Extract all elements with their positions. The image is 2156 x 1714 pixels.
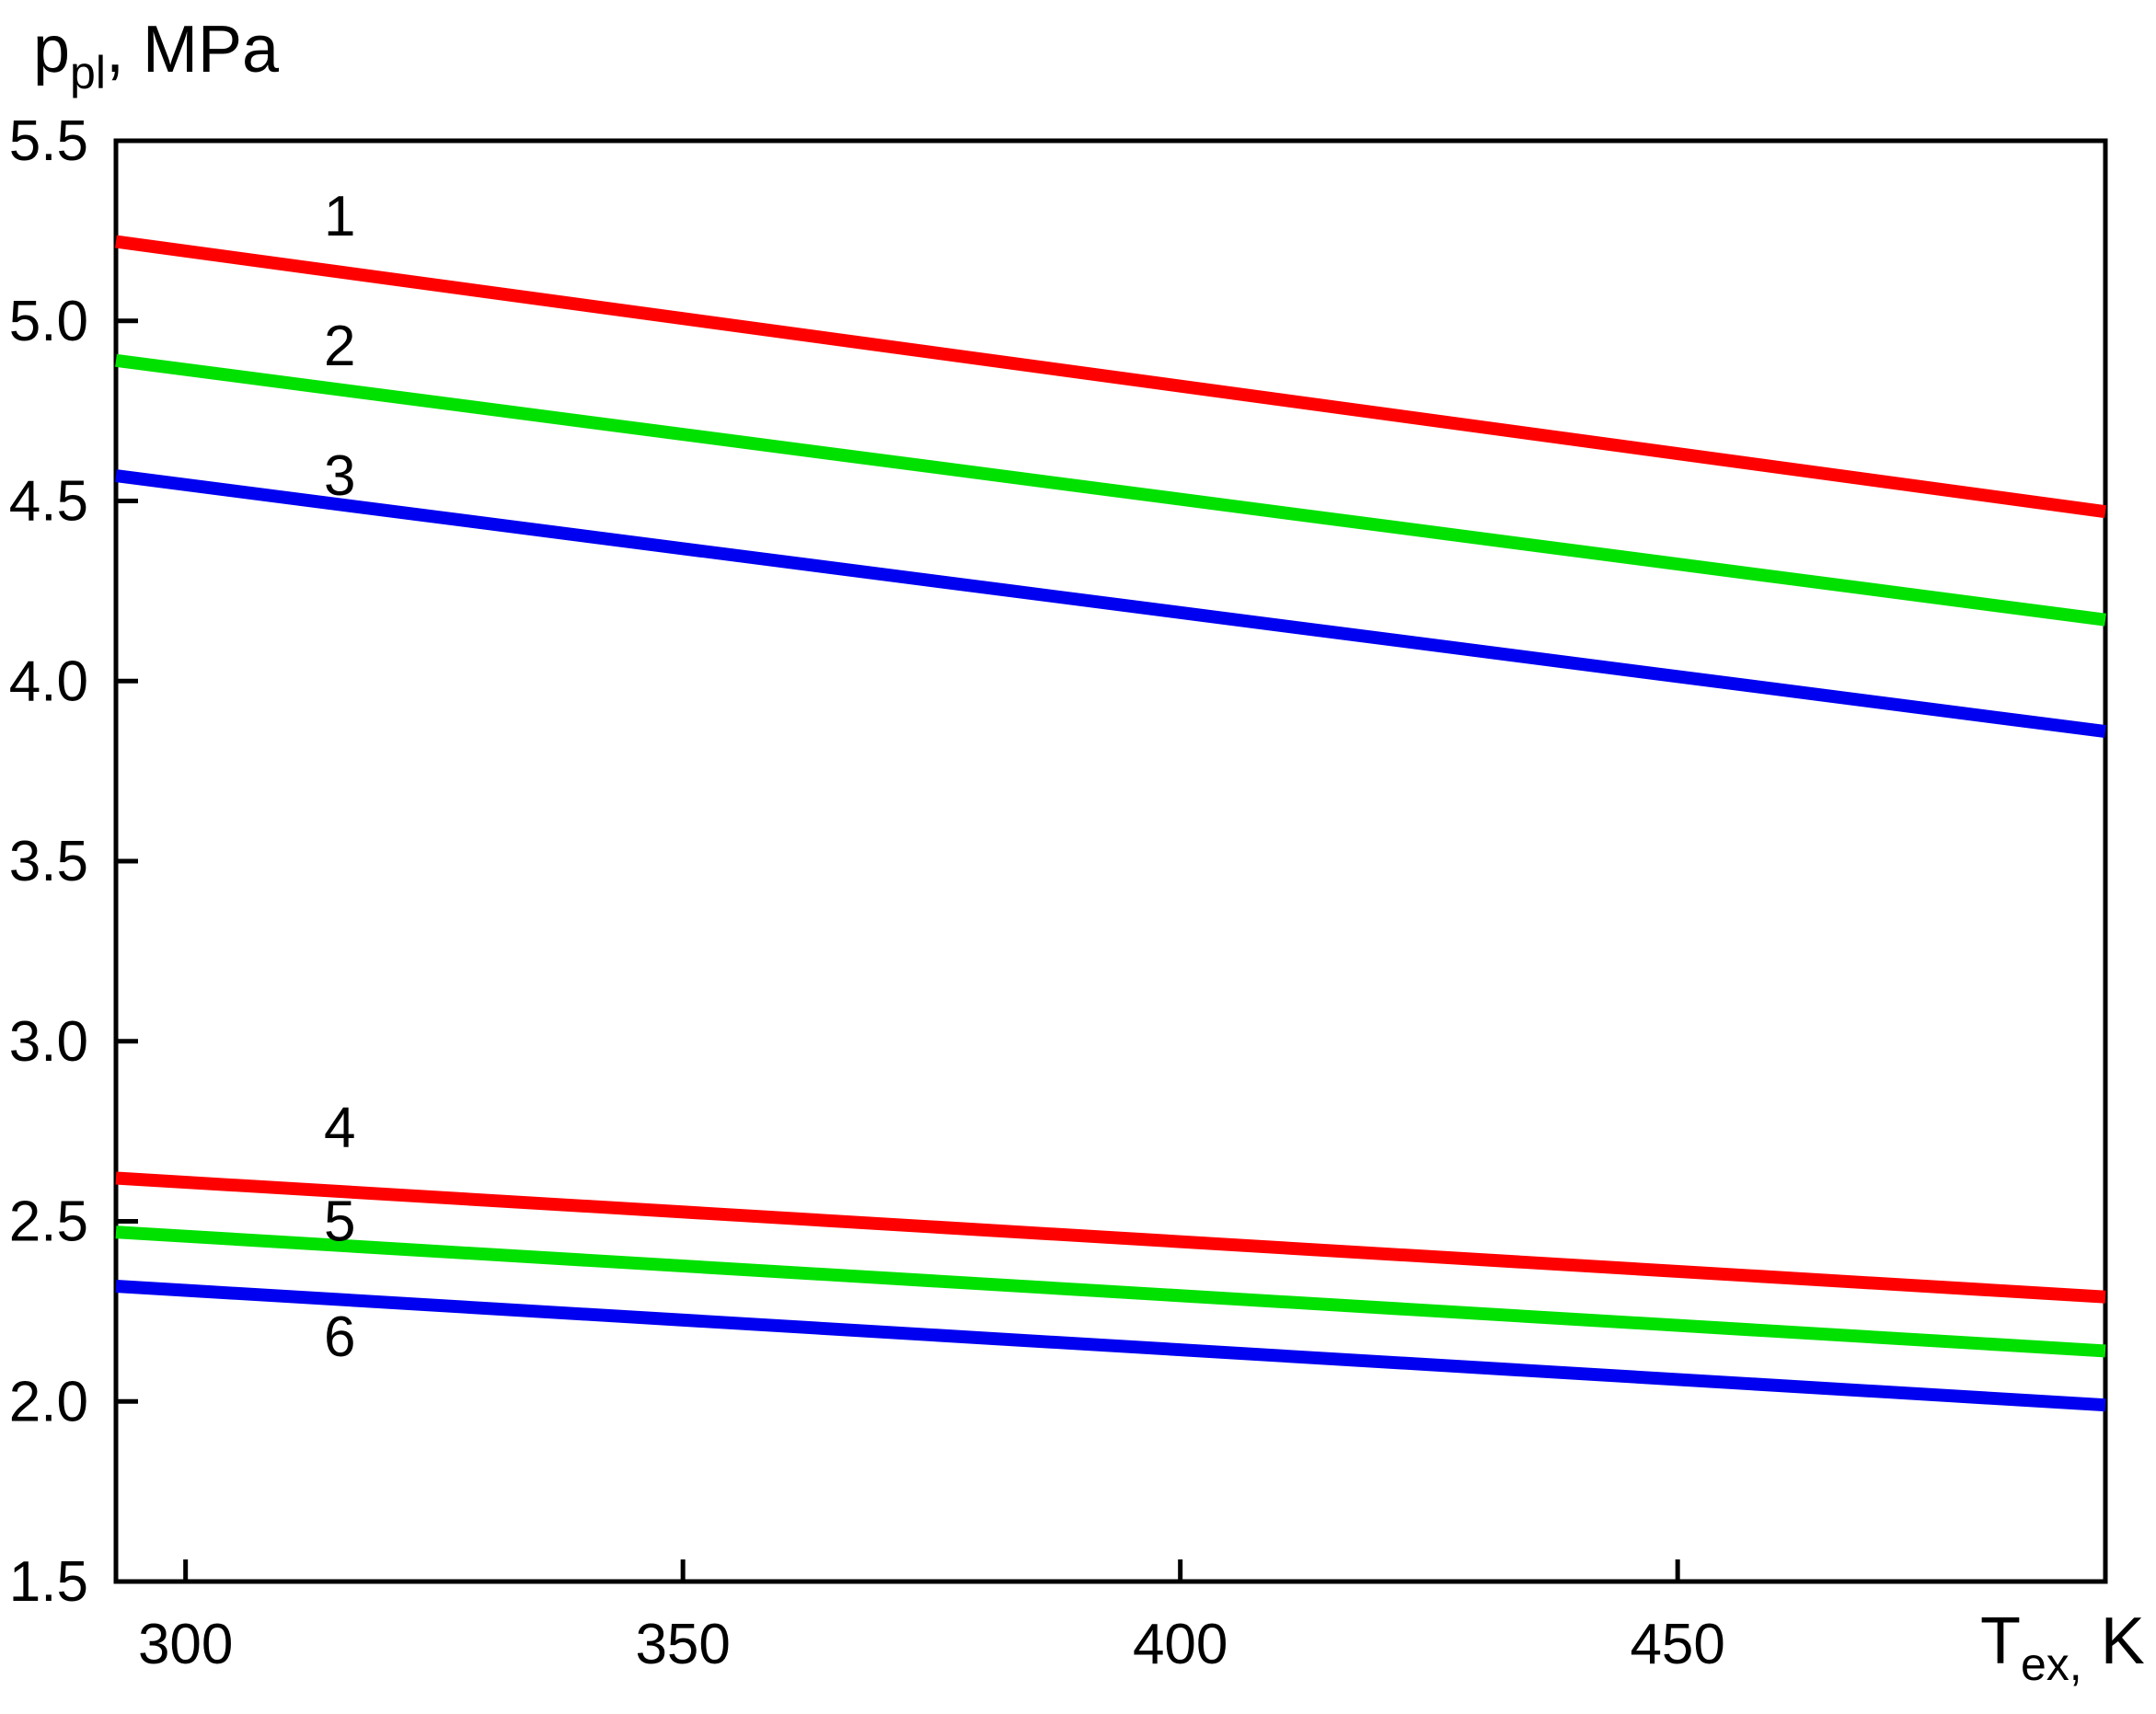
y-axis-title: ppl, MPa <box>33 13 280 98</box>
curve-label-6: 6 <box>324 1306 355 1369</box>
y-tick-label: 4.0 <box>9 650 88 713</box>
series-line-4 <box>115 1171 2106 1304</box>
series-line-6 <box>115 1280 2106 1412</box>
plot-border <box>113 138 2108 1584</box>
x-tick-label: 300 <box>138 1613 233 1676</box>
y-tick-label: 4.5 <box>9 470 88 534</box>
x-tick-label: 400 <box>1133 1613 1228 1676</box>
y-tick-label: 3.0 <box>9 1010 88 1074</box>
y-tick-label: 2.5 <box>9 1191 88 1254</box>
x-tick-label: 350 <box>635 1613 730 1676</box>
curve-label-2: 2 <box>324 315 355 378</box>
curve-label-1: 1 <box>324 185 355 248</box>
curve-label-5: 5 <box>324 1191 355 1254</box>
curve-label-4: 4 <box>324 1097 355 1160</box>
series-line-3 <box>115 469 2106 739</box>
y-tick-label: 3.5 <box>9 830 88 893</box>
x-axis-title: Tex, K <box>1980 1605 2145 1690</box>
series-line-5 <box>115 1225 2106 1358</box>
curve-label-3: 3 <box>324 444 355 508</box>
y-tick-label: 5.5 <box>9 109 88 173</box>
series-line-2 <box>115 353 2106 627</box>
y-tick-label: 2.0 <box>9 1370 88 1433</box>
series-line-1 <box>115 235 2106 519</box>
y-tick-label: 5.0 <box>9 290 88 353</box>
x-tick-label: 450 <box>1630 1613 1724 1676</box>
y-tick-label: 1.5 <box>9 1550 88 1614</box>
